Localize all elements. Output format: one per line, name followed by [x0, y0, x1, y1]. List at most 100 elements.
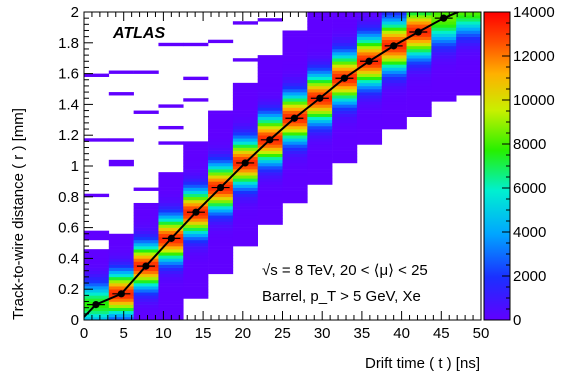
heatmap-cell: [158, 279, 184, 284]
x-tick-label: 5: [120, 325, 128, 342]
heatmap-cell: [183, 215, 209, 219]
heatmap-cell: [332, 30, 358, 34]
heatmap-cell: [158, 230, 184, 235]
rt-data-point: [142, 262, 150, 270]
heatmap-cell: [133, 273, 159, 278]
heatmap-cell: [133, 110, 159, 114]
y-axis-title: Track-to-wire distance ( r ) [mm]: [10, 108, 27, 320]
heatmap-cell: [332, 153, 358, 158]
heatmap-cell: [208, 221, 234, 225]
heatmap-cell: [133, 298, 159, 302]
heatmap-cell: [183, 199, 209, 204]
heatmap-cell: [406, 58, 432, 62]
heatmap-cell: [183, 196, 209, 201]
heatmap-cell: [232, 82, 258, 87]
heatmap-cell: [84, 233, 110, 238]
heatmap-cell: [381, 79, 407, 84]
heatmap-cell: [84, 313, 110, 318]
heatmap-cell: [183, 42, 209, 47]
heatmap-cell: [381, 95, 407, 99]
heatmap-cell: [183, 255, 209, 259]
heatmap-cell: [232, 150, 258, 154]
heatmap-cell: [356, 39, 383, 44]
heatmap-cell: [158, 283, 184, 287]
heatmap-cell: [356, 104, 383, 108]
heatmap-cell: [406, 12, 432, 16]
heatmap-cell: [307, 30, 333, 34]
heatmap-cell: [332, 122, 358, 127]
heatmap-cell: [208, 169, 234, 173]
heatmap-cell: [232, 129, 258, 133]
heatmap-cell: [133, 187, 159, 191]
heatmap-cell: [158, 301, 184, 305]
heatmap-cell: [158, 249, 184, 253]
heatmap-cell: [257, 67, 283, 71]
heatmap-cell: [257, 70, 283, 74]
heatmap-cell: [456, 64, 481, 68]
heatmap-cell: [356, 70, 383, 74]
heatmap-cell: [332, 82, 358, 87]
heatmap-cell: [158, 243, 184, 247]
heatmap-cell: [282, 156, 308, 161]
heatmap-cell: [108, 283, 134, 287]
heatmap-cell: [307, 24, 333, 28]
heatmap-cell: [431, 89, 457, 93]
heatmap-cell: [307, 79, 333, 84]
heatmap-cell: [257, 202, 283, 207]
heatmap-cell: [108, 252, 134, 256]
heatmap-cell: [307, 113, 333, 118]
heatmap-cell: [381, 104, 407, 108]
heatmap-cell: [208, 122, 234, 127]
x-tick-label: 25: [274, 325, 291, 342]
heatmap-cell: [84, 249, 110, 253]
heatmap-cell: [307, 153, 333, 158]
heatmap-cell: [183, 264, 209, 268]
x-tick-label: 50: [473, 325, 490, 342]
heatmap-cell: [183, 273, 209, 278]
heatmap-cell: [282, 181, 308, 185]
heatmap-cell: [208, 110, 234, 114]
rt-data-point: [390, 42, 398, 50]
heatmap-cell: [133, 202, 159, 207]
heatmap-cell: [108, 279, 134, 284]
heatmap-cell: [108, 255, 134, 259]
heatmap-cell: [183, 286, 209, 290]
heatmap-cell: [158, 224, 184, 228]
heatmap-cell: [282, 89, 308, 93]
heatmap-cell: [108, 313, 134, 318]
heatmap-cell: [257, 101, 283, 105]
heatmap-cell: [133, 224, 159, 228]
heatmap-cell: [431, 21, 457, 25]
heatmap-cell: [133, 316, 159, 320]
heatmap-cell: [133, 279, 159, 284]
heatmap-cell: [456, 12, 481, 16]
heatmap-cell: [158, 175, 184, 179]
heatmap-cell: [232, 141, 258, 145]
heatmap-cell: [456, 89, 481, 93]
heatmap-cell: [356, 36, 383, 41]
heatmap-cell: [208, 255, 234, 259]
heatmap-cell: [158, 255, 184, 259]
heatmap-cell: [208, 218, 234, 222]
heatmap-cell: [158, 261, 184, 265]
heatmap-cell: [108, 159, 134, 164]
heatmap-cell: [456, 82, 481, 87]
heatmap-cell: [332, 159, 358, 164]
heatmap-cell: [84, 310, 110, 315]
heatmap-cell: [456, 15, 481, 19]
heatmap-cell: [332, 110, 358, 114]
heatmap-cell: [456, 79, 481, 84]
heatmap-cell: [257, 184, 283, 188]
heatmap-cell: [232, 218, 258, 222]
heatmap-cell: [431, 30, 457, 34]
heatmap-cell: [282, 132, 308, 136]
rt-data-point: [290, 114, 299, 122]
heatmap-cell: [183, 261, 209, 265]
heatmap-cell: [257, 82, 283, 87]
heatmap-cell: [257, 196, 283, 201]
heatmap-cell: [183, 150, 209, 154]
heatmap-cell: [356, 33, 383, 37]
y-tick-label: 0.8: [58, 189, 79, 206]
heatmap-cell: [133, 230, 159, 235]
heatmap-cell: [381, 113, 407, 118]
